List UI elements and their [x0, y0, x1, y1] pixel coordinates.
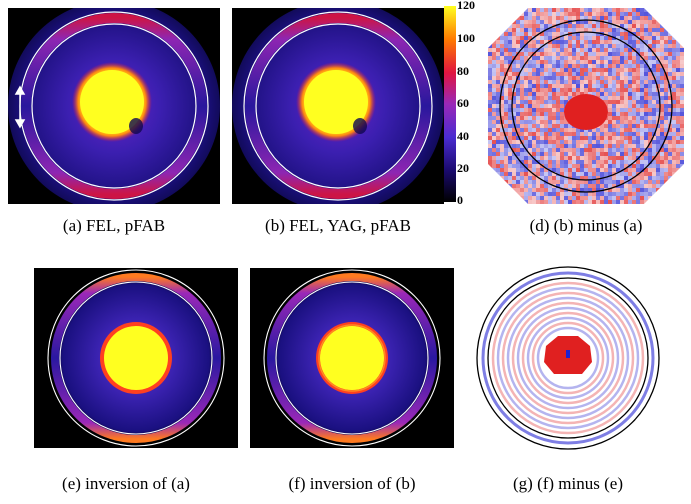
panel-g-image: [474, 266, 662, 450]
panel-e-image: [34, 268, 238, 448]
arrow-icon: [14, 85, 26, 129]
panel-d-image: [488, 8, 684, 204]
panel-f-image: [250, 268, 454, 448]
colorbar-tick: 80: [457, 64, 469, 78]
colorbar-tick: 120: [457, 0, 475, 12]
colorbar-tick: 100: [457, 31, 475, 45]
panel-b-image: [232, 8, 444, 204]
colorbar-tick: 20: [457, 161, 469, 175]
colorbar: 120 100 80 60 40 20 0: [444, 0, 484, 207]
panel-a-image: [8, 8, 220, 204]
colorbar-tick: 60: [457, 96, 469, 110]
colorbar-tick: 40: [457, 129, 469, 143]
caption-f: (f) inversion of (b): [288, 474, 416, 493]
caption-d: (d) (b) minus (a): [529, 216, 643, 235]
caption-g: (g) (f) minus (e): [513, 474, 623, 493]
caption-a: (a) FEL, pFAB: [62, 216, 166, 235]
colorbar-tick: 0: [457, 193, 463, 207]
caption-e: (e) inversion of (a): [62, 474, 190, 493]
caption-b: (b) FEL, YAG, pFAB: [265, 216, 411, 235]
